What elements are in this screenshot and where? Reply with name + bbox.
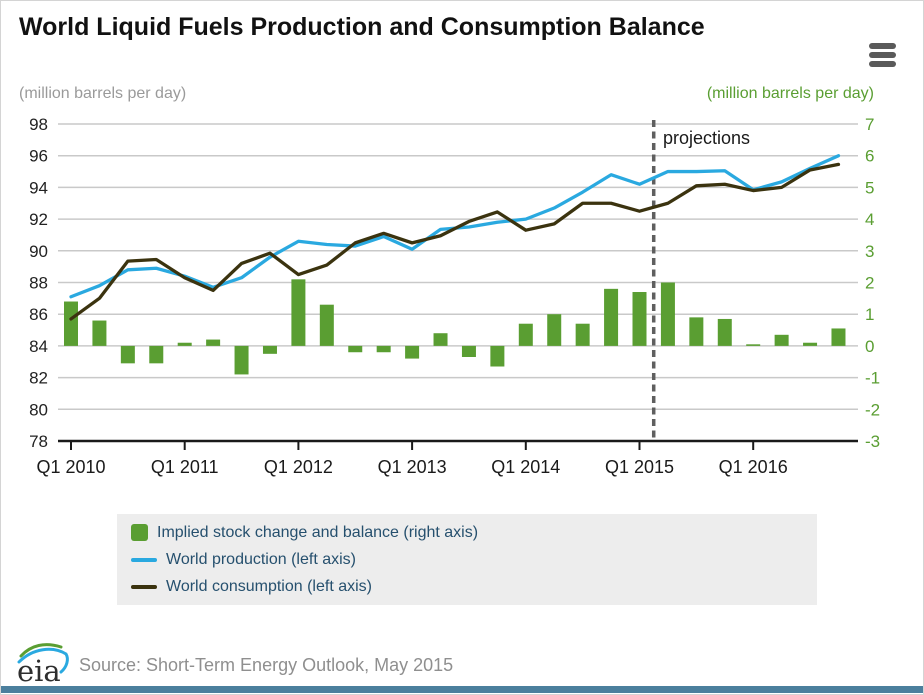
- legend-label: World consumption (left axis): [166, 577, 372, 595]
- balance-bar: [177, 342, 192, 346]
- balance-bar: [433, 333, 448, 346]
- balance-bar: [262, 345, 277, 354]
- balance-bar: [803, 342, 818, 346]
- right-axis-tick-label: 5: [865, 178, 874, 197]
- right-axis-tick-label: 2: [865, 274, 874, 293]
- legend-item-consumption[interactable]: World consumption (left axis): [131, 573, 817, 600]
- right-axis-unit-label: (million barrels per day): [706, 85, 874, 102]
- production-line: [69, 154, 841, 299]
- page-title: World Liquid Fuels Production and Consum…: [19, 13, 705, 41]
- hamburger-menu-icon[interactable]: [865, 41, 899, 71]
- legend-item-production[interactable]: World production (left axis): [131, 546, 817, 573]
- right-axis-tick-label: 4: [865, 210, 874, 229]
- eia-logo-text: eia: [17, 654, 61, 687]
- balance-bar: [604, 288, 619, 346]
- balance-bar: [461, 345, 476, 357]
- chart-legend: Implied stock change and balance (right …: [117, 514, 817, 605]
- menu-bar: [868, 61, 896, 67]
- left-axis-tick-label: 84: [29, 337, 48, 356]
- right-axis-tick-label: -1: [865, 369, 880, 388]
- balance-bar: [319, 304, 334, 346]
- left-axis-tick-label: 98: [29, 115, 48, 134]
- x-axis-tick-label: Q1 2014: [491, 457, 560, 477]
- left-axis-tick-label: 86: [29, 305, 48, 324]
- balance-bar: [547, 314, 562, 346]
- balance-bar: [234, 345, 249, 375]
- eia-logo-blue-swoosh: [17, 647, 69, 674]
- x-axis-tick-label: Q1 2016: [719, 457, 788, 477]
- menu-bar: [868, 52, 896, 58]
- legend-label: Implied stock change and balance (right …: [157, 523, 479, 541]
- balance-bar: [120, 345, 135, 364]
- balance-bar: [405, 345, 420, 359]
- left-axis-tick-label: 88: [29, 274, 48, 293]
- balance-bar: [149, 345, 164, 364]
- balance-bar: [575, 323, 590, 346]
- balance-bar: [206, 339, 221, 346]
- balance-bar: [746, 344, 761, 346]
- brand-bottom-bar: [1, 686, 923, 693]
- right-axis-tick-label: 7: [865, 115, 874, 134]
- right-axis-tick-label: 3: [865, 242, 874, 261]
- balance-bar: [689, 317, 704, 346]
- left-axis-tick-label: 82: [29, 369, 48, 388]
- legend-label: World production (left axis): [166, 550, 356, 568]
- right-axis-tick-label: -3: [865, 432, 880, 451]
- right-axis-tick-label: -2: [865, 400, 880, 419]
- consumption-line: [69, 162, 841, 321]
- balance-bar: [348, 345, 363, 353]
- balance-bar: [376, 345, 391, 353]
- right-axis-tick-label: 0: [865, 337, 874, 356]
- balance-bar: [774, 334, 789, 346]
- left-axis-tick-label: 80: [29, 400, 48, 419]
- balance-bar: [717, 318, 732, 346]
- balance-bar: [92, 320, 107, 346]
- balance-bar: [64, 301, 78, 346]
- left-axis-tick-label: 94: [29, 178, 48, 197]
- x-axis-tick-label: Q1 2011: [151, 457, 219, 477]
- left-axis-tick-label: 92: [29, 210, 48, 229]
- balance-bar: [660, 282, 675, 346]
- balance-bar: [518, 323, 533, 346]
- source-note: Source: Short-Term Energy Outlook, May 2…: [79, 655, 454, 675]
- x-axis-tick-label: Q1 2012: [264, 457, 333, 477]
- x-axis-tick-label: Q1 2013: [378, 457, 447, 477]
- balance-bar: [831, 328, 846, 346]
- x-axis-tick-label: Q1 2010: [36, 457, 105, 477]
- legend-item-balance[interactable]: Implied stock change and balance (right …: [131, 519, 817, 546]
- balance-bar: [490, 345, 505, 367]
- left-axis-tick-label: 90: [29, 242, 48, 261]
- balance-bar: [632, 292, 647, 346]
- line-swatch-icon: [131, 584, 157, 589]
- eia-logo-green-swoosh: [19, 643, 63, 658]
- x-axis-tick-label: Q1 2015: [605, 457, 674, 477]
- left-axis-tick-label: 96: [29, 147, 48, 166]
- left-axis-tick-label: 78: [29, 432, 48, 451]
- menu-bar: [868, 43, 896, 49]
- left-axis-unit-label: (million barrels per day): [19, 85, 187, 102]
- eia-logo: eia: [17, 643, 69, 687]
- bar-swatch-icon: [131, 524, 148, 541]
- balance-bar: [291, 279, 306, 346]
- line-swatch-icon: [131, 557, 157, 562]
- right-axis-tick-label: 1: [865, 305, 874, 324]
- projections-annotation: projections: [663, 128, 751, 148]
- right-axis-tick-label: 6: [865, 147, 874, 166]
